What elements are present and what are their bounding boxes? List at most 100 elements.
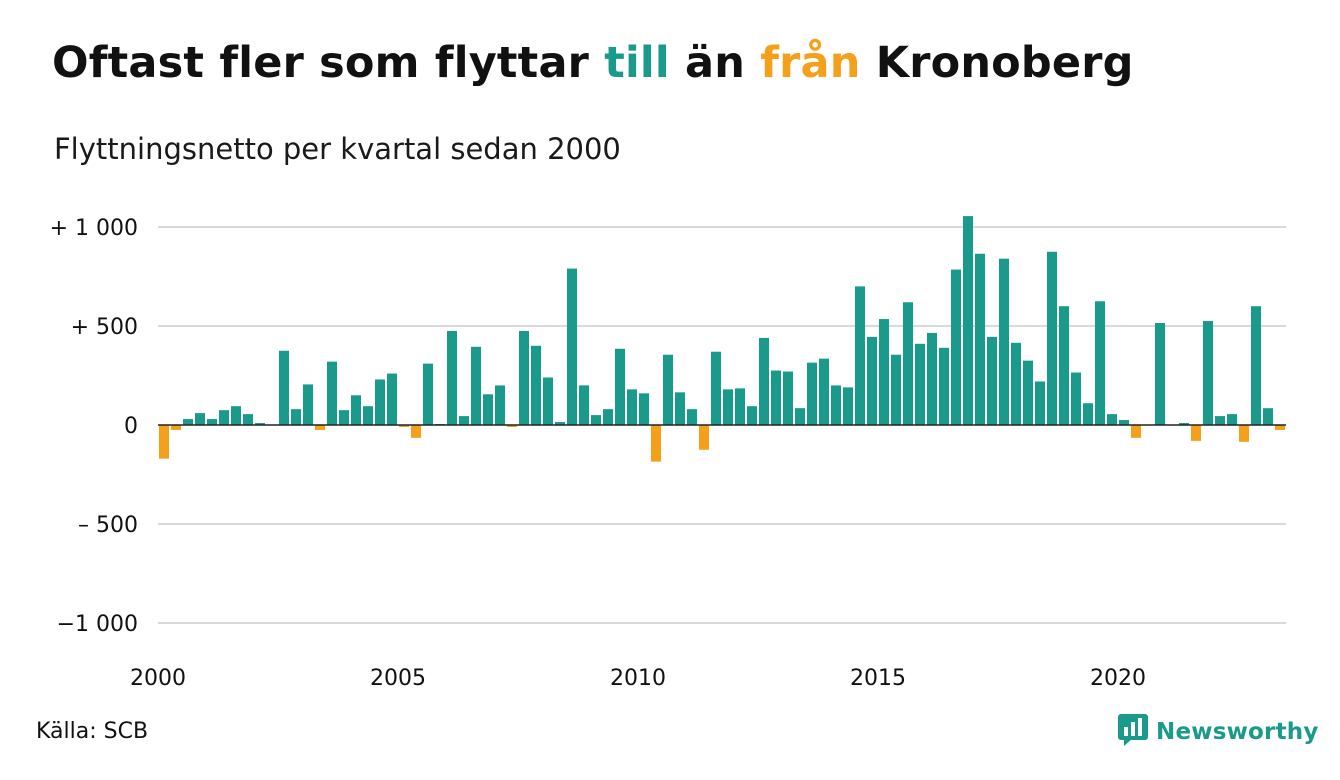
bar	[1083, 403, 1093, 425]
bar	[243, 414, 253, 425]
bar	[1251, 306, 1261, 425]
bar	[483, 394, 493, 425]
bar	[411, 425, 421, 438]
x-tick-label: 2020	[1090, 666, 1146, 691]
bars	[159, 216, 1285, 462]
bar	[903, 302, 913, 425]
bar	[999, 258, 1009, 425]
bar	[1011, 342, 1021, 425]
bar	[675, 392, 685, 425]
bar	[867, 336, 877, 425]
bar	[531, 345, 541, 425]
bar	[951, 269, 961, 425]
bar	[1131, 425, 1141, 438]
chart-bubble-icon	[1118, 714, 1148, 750]
bar	[423, 363, 433, 425]
bar	[279, 350, 289, 425]
bar	[459, 416, 469, 425]
bar	[219, 410, 229, 425]
bar	[819, 358, 829, 425]
bar	[1119, 420, 1129, 425]
brand-name: Newsworthy	[1156, 719, 1319, 745]
bar	[363, 406, 373, 425]
bar	[207, 419, 217, 425]
bar	[495, 385, 505, 425]
bar	[975, 253, 985, 425]
bar	[399, 425, 409, 427]
bar	[195, 413, 205, 425]
bar	[471, 346, 481, 425]
title-highlight-out: från	[760, 38, 861, 88]
bar	[639, 393, 649, 425]
bar	[783, 371, 793, 425]
chart-title: Oftast fler som flyttar till än från Kro…	[52, 38, 1134, 88]
bar	[603, 409, 613, 425]
bar	[723, 389, 733, 425]
bar	[1191, 425, 1201, 441]
bar	[771, 370, 781, 425]
bar	[543, 377, 553, 425]
bar	[1023, 360, 1033, 425]
bar	[1035, 381, 1045, 425]
bar	[747, 406, 757, 425]
bar	[711, 351, 721, 425]
bar	[1107, 414, 1117, 425]
bar	[1275, 425, 1285, 430]
bar	[555, 422, 565, 425]
y-tick-label: – 500	[78, 513, 138, 538]
bar	[1071, 372, 1081, 425]
bar	[303, 384, 313, 425]
source-note: Källa: SCB	[36, 719, 149, 744]
bar	[1215, 416, 1225, 425]
x-tick-label: 2000	[130, 666, 186, 691]
bar	[879, 319, 889, 425]
title-highlight-in: till	[604, 38, 670, 88]
bar	[579, 385, 589, 425]
bar	[795, 408, 805, 425]
title-part-2: än	[669, 38, 761, 88]
bar	[1095, 301, 1105, 425]
gridlines	[158, 226, 1286, 624]
bar	[627, 389, 637, 425]
bar	[231, 406, 241, 425]
y-axis: + 1 000 + 500 0 – 500 −1 000	[50, 216, 138, 637]
bar	[183, 419, 193, 425]
bar	[387, 373, 397, 425]
bar	[519, 330, 529, 425]
y-tick-label: 0	[124, 414, 138, 439]
bar	[591, 415, 601, 425]
bar	[1203, 321, 1213, 425]
bar	[1227, 414, 1237, 425]
bar	[375, 379, 385, 425]
bar	[663, 354, 673, 425]
bar	[735, 388, 745, 425]
x-axis: 2000 2005 2010 2015 2020	[130, 666, 1146, 691]
bar	[507, 425, 517, 427]
bar	[927, 332, 937, 425]
bar	[447, 330, 457, 425]
bar	[987, 336, 997, 425]
bar-chart: + 1 000 + 500 0 – 500 −1 000 2000 2005 2010 201…	[50, 216, 1286, 691]
title-part-1: Oftast fler som flyttar	[52, 38, 605, 88]
bar	[1179, 423, 1189, 425]
bar	[315, 425, 325, 430]
x-tick-label: 2005	[370, 666, 426, 691]
bar	[351, 395, 361, 425]
y-tick-label: −1 000	[57, 612, 138, 637]
bar	[831, 385, 841, 425]
bar	[327, 361, 337, 425]
bar	[1047, 251, 1057, 425]
bar	[159, 425, 169, 459]
bar	[567, 268, 577, 425]
brand-logo: Newsworthy	[1118, 714, 1319, 750]
x-tick-label: 2010	[610, 666, 666, 691]
chart-subtitle: Flyttningsnetto per kvartal sedan 2000	[54, 132, 621, 166]
bar	[699, 425, 709, 450]
bar	[915, 343, 925, 425]
bar	[855, 286, 865, 425]
bar	[291, 409, 301, 425]
bar	[807, 362, 817, 425]
bar	[1239, 425, 1249, 442]
y-tick-label: + 500	[71, 315, 138, 340]
bar	[963, 216, 973, 425]
